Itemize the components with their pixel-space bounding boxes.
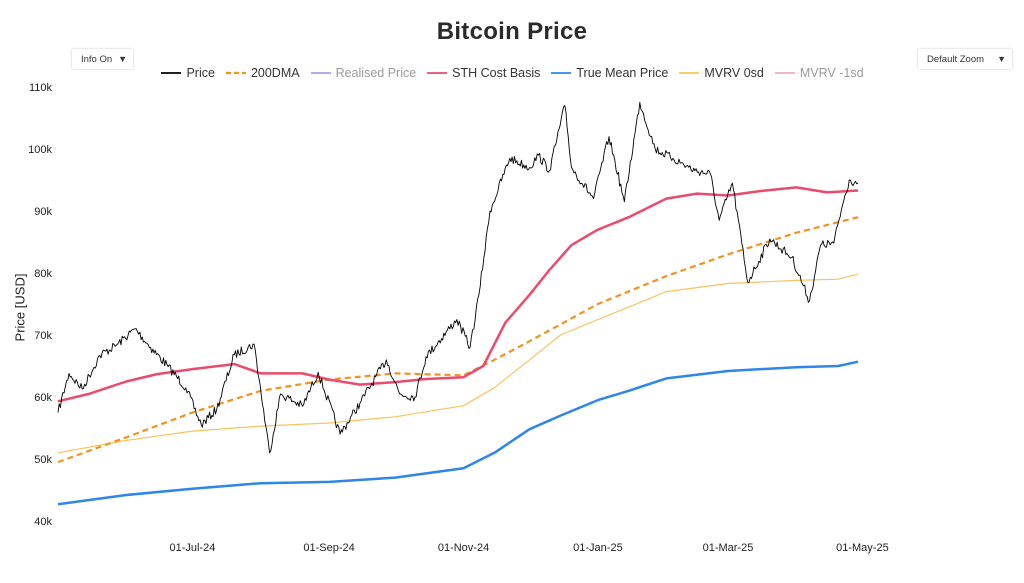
info-toggle-label: Info On	[81, 53, 113, 65]
series-line-price	[57, 102, 859, 454]
y-tick-label: 60k	[34, 392, 52, 404]
legend-swatch	[310, 72, 331, 74]
x-tick-label: 01-Jul-24	[170, 542, 216, 554]
x-tick-label: 01-Mar-25	[703, 542, 754, 554]
legend-label: Price	[186, 66, 215, 80]
legend-label: 200DMA	[250, 66, 300, 80]
chevron-down-icon: ▼	[118, 54, 127, 64]
series-line-true-mean-price	[57, 360, 859, 506]
legend-swatch	[161, 72, 182, 74]
series-line-200dma	[57, 216, 859, 464]
chevron-down-icon: ▼	[997, 54, 1006, 64]
chart-title: Bitcoin Price	[436, 18, 588, 45]
legend-label: True Mean Price	[576, 66, 669, 80]
legend-item[interactable]: MVRV 0sd	[678, 66, 764, 80]
x-tick-label: 01-Sep-24	[303, 542, 354, 554]
y-tick-label: 90k	[34, 206, 52, 218]
legend-label: STH Cost Basis	[452, 66, 541, 80]
legend-swatch	[225, 71, 246, 75]
info-toggle-dropdown[interactable]: Info On ▼	[72, 49, 133, 69]
y-tick-label: 100k	[28, 144, 52, 156]
x-tick-label: 01-Jan-25	[573, 542, 623, 554]
legend-swatch	[551, 72, 572, 74]
legend-swatch	[774, 72, 795, 74]
legend-label: MVRV -1sd	[799, 66, 864, 80]
x-tick-label: 01-May-25	[836, 542, 889, 554]
legend-item[interactable]: Realised Price	[310, 66, 417, 80]
y-tick-label: 40k	[34, 516, 52, 528]
legend-item[interactable]: 200DMA	[225, 66, 300, 80]
legend-swatch	[427, 72, 448, 74]
y-tick-label: 50k	[34, 454, 52, 466]
legend-item[interactable]: STH Cost Basis	[426, 66, 540, 80]
legend-label: MVRV 0sd	[704, 66, 764, 80]
legend-label: Realised Price	[335, 66, 417, 80]
y-tick-label: 110k	[29, 82, 53, 94]
legend-item[interactable]: Price	[160, 66, 215, 80]
x-tick-label: 01-Nov-24	[438, 542, 489, 554]
series-line-sth-cost-basis	[57, 186, 859, 403]
legend-swatch	[679, 72, 700, 74]
series-line-mvrv-0sd	[57, 273, 859, 454]
legend-item[interactable]: True Mean Price	[550, 66, 668, 80]
zoom-select-label: Default Zoom	[927, 53, 985, 65]
chart-legend: Price 200DMA Realised Price STH Cost Basis T…	[0, 66, 1024, 80]
zoom-select-dropdown[interactable]: Default Zoom ▼	[918, 49, 1012, 69]
y-tick-label: 70k	[34, 330, 52, 342]
legend-item[interactable]: MVRV -1sd	[774, 66, 864, 80]
y-tick-label: 80k	[34, 268, 52, 280]
